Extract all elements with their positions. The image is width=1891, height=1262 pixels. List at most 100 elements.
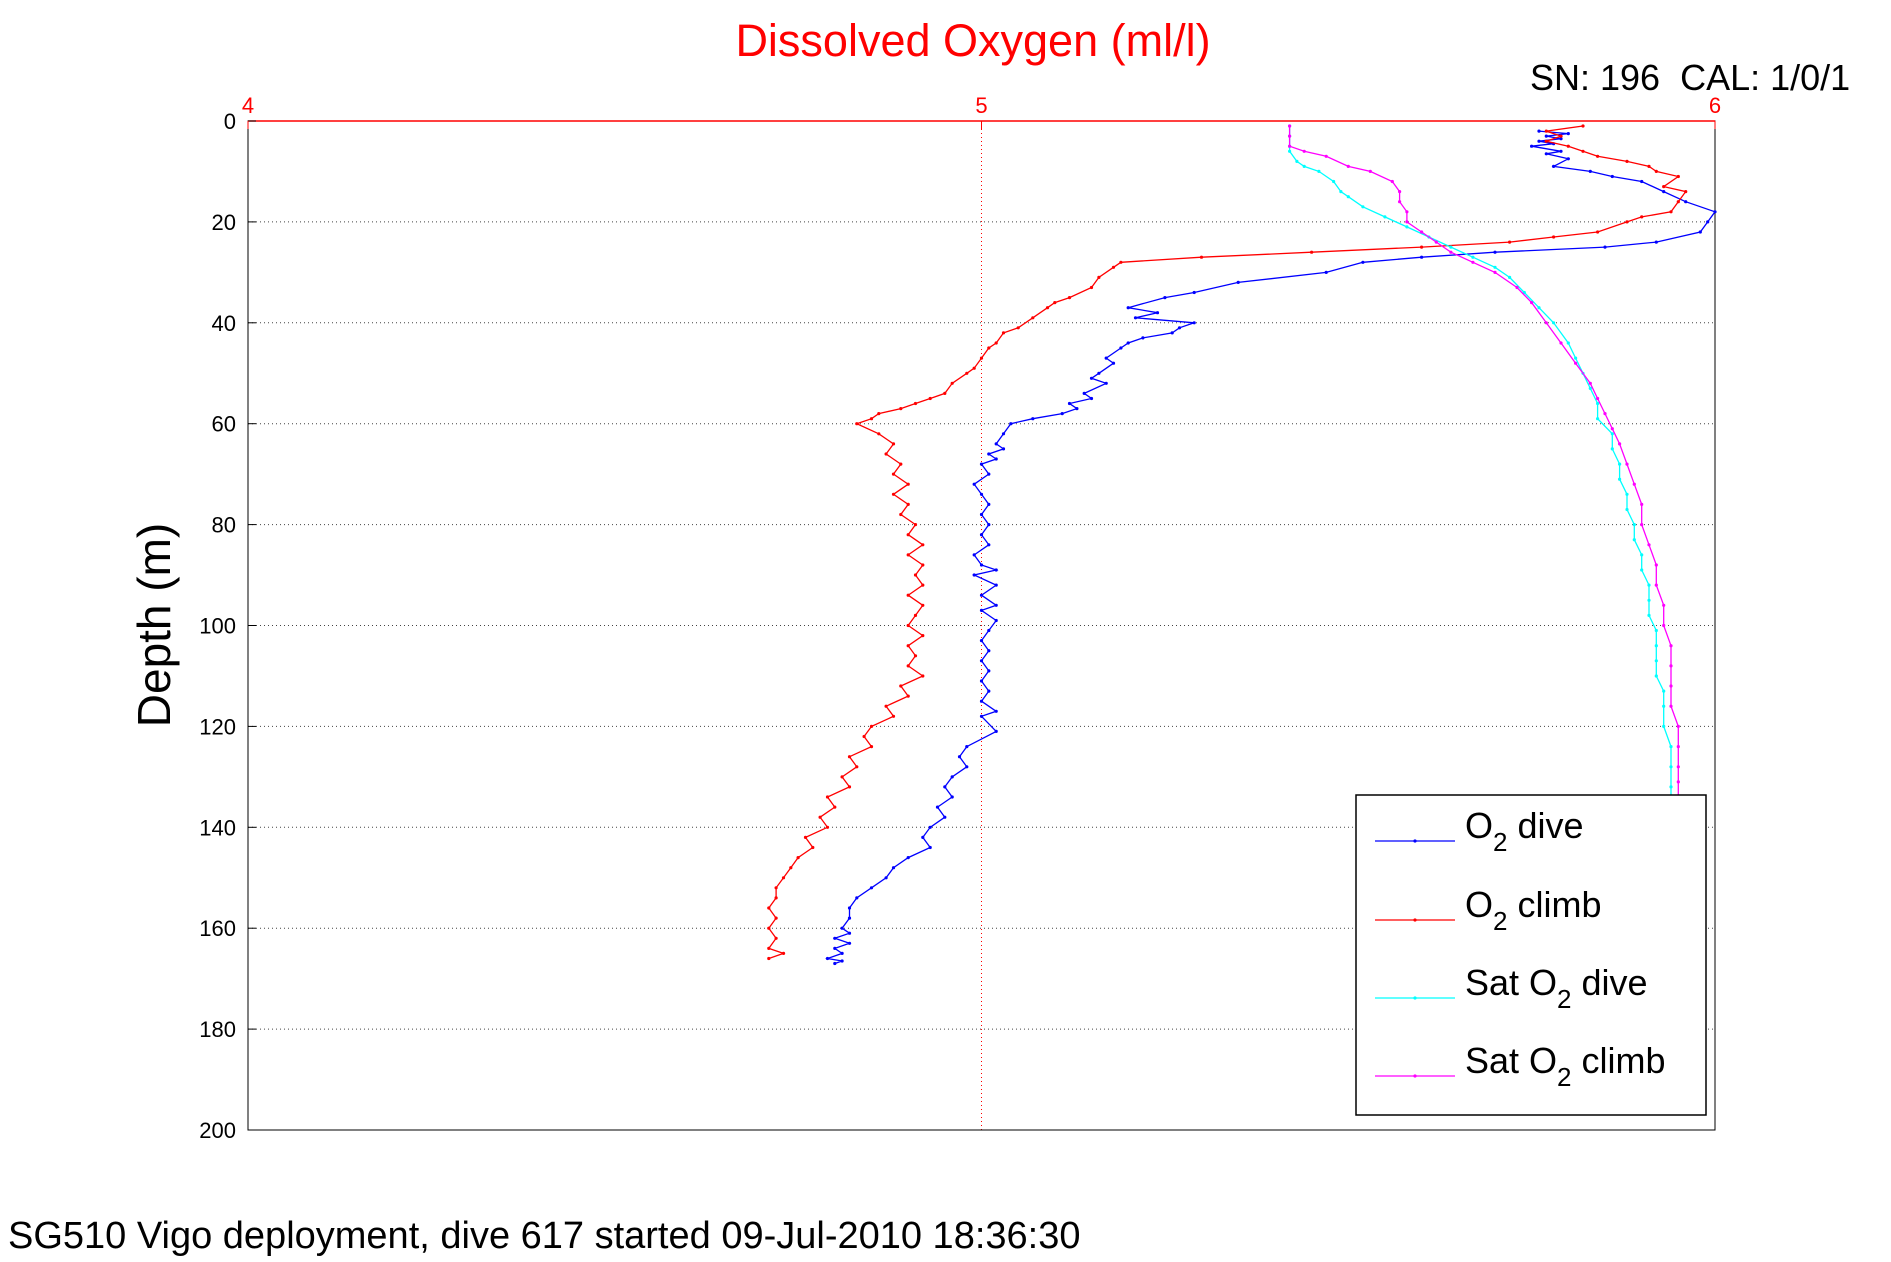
data-point	[1346, 195, 1350, 199]
data-point	[921, 543, 925, 547]
data-point	[833, 936, 837, 940]
data-point	[1618, 442, 1622, 446]
data-point	[1596, 401, 1600, 406]
data-point	[899, 407, 903, 411]
data-point	[913, 523, 918, 527]
data-point	[840, 951, 844, 956]
data-point	[921, 634, 925, 638]
data-point	[774, 936, 778, 940]
data-point	[1449, 245, 1453, 249]
data-point	[1669, 644, 1673, 648]
data-point	[891, 442, 896, 446]
data-point	[877, 412, 881, 416]
x-tick-label: 5	[975, 93, 987, 118]
data-point	[979, 714, 984, 718]
legend-label-base: Sat O	[1465, 1040, 1557, 1081]
data-point	[1236, 280, 1240, 284]
y-tick-label: 100	[199, 614, 236, 639]
data-point	[1097, 275, 1101, 279]
data-point	[1625, 462, 1629, 466]
data-point	[1662, 185, 1666, 189]
data-point	[1133, 316, 1138, 320]
data-point	[847, 755, 852, 759]
data-point	[1332, 179, 1336, 184]
data-point	[987, 649, 991, 653]
data-point	[921, 835, 925, 840]
data-point	[987, 502, 991, 506]
data-point	[906, 856, 910, 860]
legend-label-subscript: 2	[1557, 984, 1571, 1014]
data-point	[972, 553, 976, 557]
data-point	[1698, 230, 1702, 234]
data-point	[1405, 220, 1409, 224]
data-point	[767, 906, 771, 910]
serial-calibration-label: SN: 196 CAL: 1/0/1	[1530, 57, 1850, 98]
data-point	[1544, 134, 1548, 138]
data-point	[1566, 157, 1570, 161]
data-point	[994, 341, 998, 345]
data-point	[1676, 765, 1680, 769]
data-point	[1640, 502, 1644, 506]
data-point	[1610, 432, 1614, 436]
data-point	[987, 346, 991, 350]
data-point	[1610, 447, 1614, 451]
data-point	[1574, 356, 1578, 360]
data-point	[1346, 164, 1350, 168]
data-point	[891, 472, 896, 476]
y-tick-label: 80	[212, 513, 236, 538]
data-point	[1552, 164, 1556, 168]
data-point	[1596, 396, 1600, 401]
data-point	[1610, 427, 1614, 431]
data-point	[1339, 190, 1343, 194]
x-tick-label: 6	[1709, 93, 1721, 118]
data-point	[1508, 275, 1512, 279]
legend-label-suffix: dive	[1572, 962, 1648, 1003]
data-point	[1632, 523, 1636, 527]
data-point	[1192, 321, 1196, 325]
data-point	[1471, 255, 1475, 259]
data-point	[1654, 583, 1658, 587]
data-point	[1574, 361, 1578, 365]
data-point	[833, 946, 837, 951]
data-point	[1544, 139, 1548, 143]
data-point	[855, 765, 859, 769]
data-point	[891, 492, 896, 496]
data-point	[1640, 568, 1644, 572]
data-point	[987, 472, 991, 476]
data-point	[1324, 154, 1328, 158]
data-point	[1508, 240, 1512, 244]
data-point	[928, 825, 932, 829]
data-point	[1119, 346, 1123, 350]
data-point	[1625, 159, 1629, 163]
data-point	[1676, 724, 1680, 729]
legend-swatch-marker	[1413, 918, 1417, 922]
data-point	[979, 533, 984, 537]
data-point	[921, 583, 925, 587]
data-point	[1662, 623, 1666, 628]
data-point	[767, 956, 771, 961]
data-point	[1559, 149, 1563, 153]
data-point	[1596, 154, 1600, 158]
data-point	[1089, 285, 1094, 290]
data-point	[1596, 230, 1600, 234]
y-tick-label: 120	[199, 714, 236, 739]
data-point	[1706, 220, 1710, 224]
data-point	[1031, 417, 1035, 421]
data-point	[1588, 386, 1592, 390]
data-point	[994, 729, 998, 734]
data-point	[884, 876, 888, 880]
data-point	[774, 916, 778, 920]
data-point	[1192, 290, 1196, 295]
data-point	[1662, 190, 1666, 194]
data-point	[994, 457, 998, 461]
data-point	[1398, 200, 1402, 204]
data-point	[1654, 674, 1658, 678]
series-line-1	[767, 125, 1687, 960]
data-point	[957, 755, 962, 759]
data-point	[1647, 583, 1651, 587]
data-point	[1111, 361, 1116, 365]
data-point	[1588, 381, 1592, 385]
data-point	[1104, 381, 1108, 385]
data-point	[899, 462, 903, 466]
